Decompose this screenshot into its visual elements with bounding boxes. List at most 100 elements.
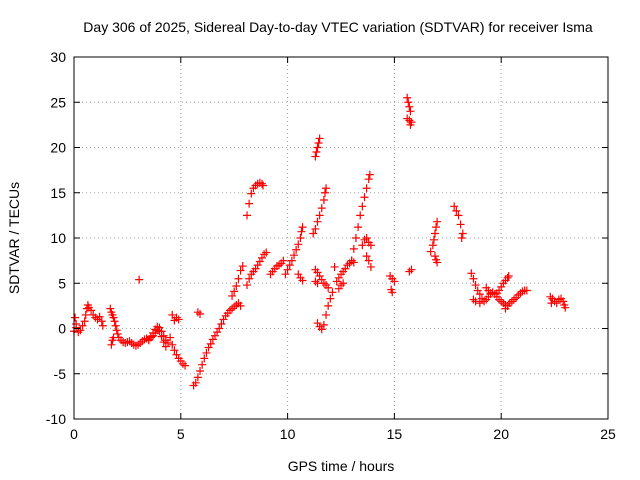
data-point xyxy=(210,331,219,340)
data-point xyxy=(351,234,360,242)
data-point xyxy=(135,275,144,284)
data-point xyxy=(405,267,414,276)
data-point xyxy=(309,229,318,238)
data-point xyxy=(328,288,337,297)
data-point xyxy=(163,338,172,347)
chart-title: Day 306 of 2025, Sidereal Day-to-day VTE… xyxy=(83,19,593,35)
data-point xyxy=(326,294,335,303)
data-point xyxy=(238,262,247,271)
data-point xyxy=(157,332,166,341)
data-point xyxy=(181,361,190,370)
data-point xyxy=(245,274,254,283)
data-point xyxy=(324,283,333,292)
data-point xyxy=(111,321,120,330)
data-point xyxy=(281,270,290,279)
data-point xyxy=(317,325,326,334)
data-point xyxy=(337,281,345,290)
data-point xyxy=(234,274,243,283)
data-point xyxy=(313,279,322,288)
data-point xyxy=(365,170,374,179)
data-point xyxy=(317,275,326,284)
data-point xyxy=(260,250,269,259)
data-point xyxy=(469,295,478,304)
data-point xyxy=(262,248,271,257)
data-point xyxy=(228,304,237,313)
data-point xyxy=(255,257,264,266)
data-point xyxy=(245,199,254,208)
data-point xyxy=(407,265,416,274)
data-point xyxy=(215,324,224,333)
data-point xyxy=(217,319,226,328)
data-point xyxy=(87,306,96,315)
data-point xyxy=(458,229,467,238)
data-point xyxy=(433,217,442,226)
data-point xyxy=(297,227,306,236)
data-point xyxy=(330,262,339,271)
data-point xyxy=(475,299,484,308)
y-tick-label: 15 xyxy=(50,185,66,201)
data-point xyxy=(174,315,183,324)
data-point xyxy=(366,241,375,250)
data-point xyxy=(170,346,179,355)
data-point xyxy=(362,252,371,261)
data-point xyxy=(430,229,439,238)
data-point xyxy=(428,241,437,250)
data-point xyxy=(559,297,568,306)
data-point xyxy=(390,277,399,286)
data-point xyxy=(473,286,482,295)
data-point xyxy=(243,211,252,220)
data-point xyxy=(298,223,307,232)
data-point xyxy=(405,102,414,111)
data-point xyxy=(193,308,202,317)
data-point xyxy=(469,274,478,283)
data-point xyxy=(296,234,305,242)
data-point xyxy=(313,143,322,152)
data-point xyxy=(406,107,415,116)
data-point xyxy=(403,93,412,102)
data-point xyxy=(429,235,438,244)
data-point xyxy=(168,340,177,349)
data-point xyxy=(561,303,570,312)
x-tick-label: 5 xyxy=(177,426,185,442)
data-point xyxy=(294,240,303,249)
data-point xyxy=(106,304,115,313)
data-point xyxy=(228,291,237,300)
data-point xyxy=(166,333,175,342)
data-point xyxy=(315,211,324,220)
data-point xyxy=(97,317,106,326)
data-point xyxy=(236,301,245,310)
y-tick-label: 0 xyxy=(58,321,66,337)
data-point xyxy=(430,252,439,261)
data-point xyxy=(471,281,480,290)
data-point xyxy=(219,315,228,324)
data-point xyxy=(172,350,181,359)
data-point xyxy=(279,256,288,265)
data-point xyxy=(504,272,513,281)
data-point xyxy=(200,354,209,363)
data-point xyxy=(497,282,506,291)
x-axis-label: GPS time / hours xyxy=(288,458,395,474)
data-point xyxy=(232,281,241,290)
data-point xyxy=(454,211,463,220)
data-point xyxy=(503,273,512,282)
data-point xyxy=(290,251,299,260)
data-point xyxy=(364,175,373,184)
data-point xyxy=(191,378,200,387)
data-point xyxy=(324,301,333,310)
data-point xyxy=(247,189,256,198)
data-point xyxy=(294,270,303,279)
data-point xyxy=(364,256,373,265)
data-point xyxy=(257,253,266,262)
data-point xyxy=(72,319,81,328)
data-point xyxy=(315,134,324,143)
data-point xyxy=(432,223,441,232)
data-point xyxy=(168,310,177,319)
data-point xyxy=(319,320,328,329)
data-point xyxy=(287,256,296,265)
data-point xyxy=(80,317,89,326)
data-point xyxy=(311,224,320,233)
data-point xyxy=(349,244,358,253)
data-point xyxy=(283,265,292,274)
x-tick-label: 15 xyxy=(387,426,403,442)
data-point xyxy=(313,319,322,328)
